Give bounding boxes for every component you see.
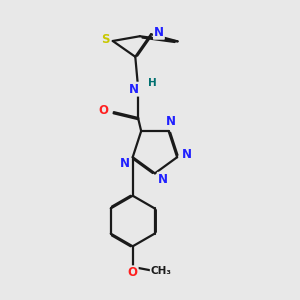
Text: N: N bbox=[158, 173, 168, 186]
Text: N: N bbox=[120, 157, 130, 169]
Text: O: O bbox=[99, 104, 109, 117]
Text: H: H bbox=[148, 78, 156, 88]
Text: N: N bbox=[182, 148, 192, 161]
Text: O: O bbox=[128, 266, 138, 279]
Text: N: N bbox=[129, 82, 139, 96]
Text: S: S bbox=[101, 32, 109, 46]
Text: CH₃: CH₃ bbox=[151, 266, 172, 276]
Text: N: N bbox=[154, 26, 164, 39]
Text: N: N bbox=[166, 115, 176, 128]
